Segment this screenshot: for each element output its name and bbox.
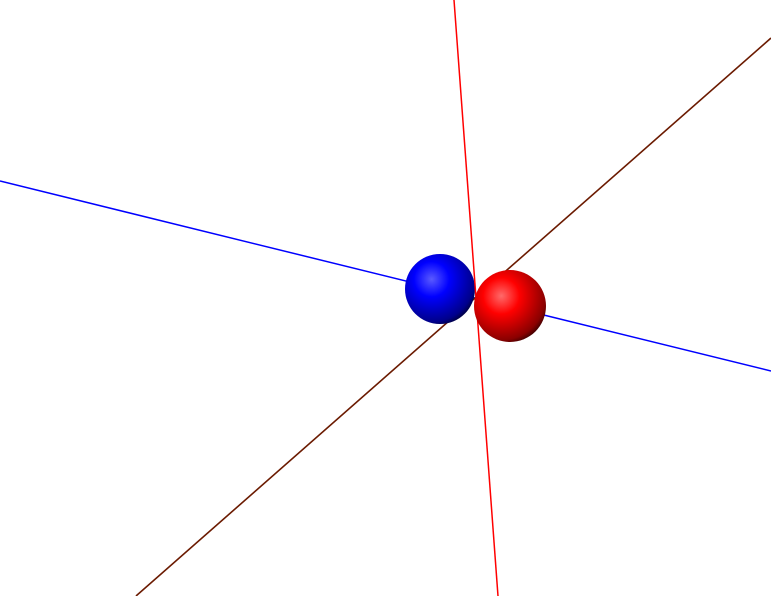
x-axis (0, 180, 771, 372)
red-atom[interactable] (474, 270, 546, 342)
blue-atom[interactable] (405, 254, 475, 324)
